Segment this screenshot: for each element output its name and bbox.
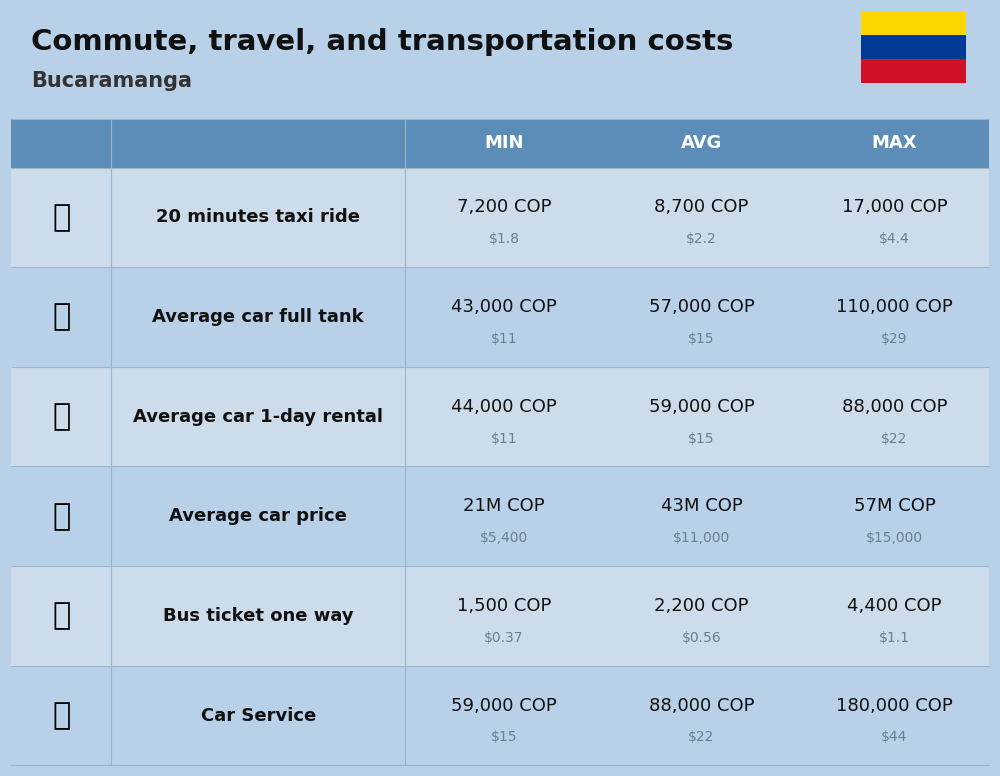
Text: $5,400: $5,400 [480,532,528,546]
FancyBboxPatch shape [861,11,966,35]
Text: Average car 1-day rental: Average car 1-day rental [133,407,383,426]
Text: Average car price: Average car price [169,508,347,525]
Text: 🚙: 🚙 [52,402,70,431]
Text: 180,000 COP: 180,000 COP [836,697,953,715]
FancyBboxPatch shape [861,35,966,59]
Text: 🚕: 🚕 [52,203,70,232]
Text: $15: $15 [688,332,715,346]
Text: 59,000 COP: 59,000 COP [451,697,557,715]
Text: $22: $22 [881,431,908,445]
Text: 1,500 COP: 1,500 COP [457,597,551,615]
Text: Average car full tank: Average car full tank [152,308,364,326]
Text: MAX: MAX [872,134,917,152]
Text: 43,000 COP: 43,000 COP [451,298,557,316]
Text: $1.1: $1.1 [879,631,910,645]
Text: $22: $22 [688,730,715,744]
FancyBboxPatch shape [861,59,966,82]
FancyBboxPatch shape [11,367,989,466]
Text: 🚌: 🚌 [52,601,70,630]
Text: 🚗: 🚗 [52,502,70,531]
Text: 88,000 COP: 88,000 COP [649,697,754,715]
Text: $1.8: $1.8 [488,232,519,246]
Text: 57M COP: 57M COP [854,497,935,515]
FancyBboxPatch shape [11,666,989,765]
Text: 88,000 COP: 88,000 COP [842,398,947,416]
Text: Bucaramanga: Bucaramanga [31,71,192,91]
FancyBboxPatch shape [11,566,989,666]
Text: $11: $11 [491,431,517,445]
Text: 4,400 COP: 4,400 COP [847,597,942,615]
Text: $0.56: $0.56 [682,631,721,645]
Text: $44: $44 [881,730,908,744]
Text: 7,200 COP: 7,200 COP [457,199,551,217]
Text: 🛢: 🛢 [52,303,70,331]
Text: 59,000 COP: 59,000 COP [649,398,754,416]
Text: $2.2: $2.2 [686,232,717,246]
Text: 2,200 COP: 2,200 COP [654,597,749,615]
Text: 17,000 COP: 17,000 COP [842,199,947,217]
FancyBboxPatch shape [11,168,989,267]
Text: 43M COP: 43M COP [661,497,742,515]
FancyBboxPatch shape [11,466,989,566]
Text: 20 minutes taxi ride: 20 minutes taxi ride [156,209,360,227]
Text: $11: $11 [491,332,517,346]
Text: 🔧: 🔧 [52,701,70,730]
Text: $29: $29 [881,332,908,346]
Text: 8,700 COP: 8,700 COP [654,199,749,217]
Text: $15: $15 [688,431,715,445]
Text: AVG: AVG [681,134,722,152]
Text: MIN: MIN [484,134,524,152]
FancyBboxPatch shape [11,119,989,168]
Text: $4.4: $4.4 [879,232,910,246]
Text: 44,000 COP: 44,000 COP [451,398,557,416]
Text: $15: $15 [491,730,517,744]
Text: $11,000: $11,000 [673,532,730,546]
Text: Car Service: Car Service [201,706,316,725]
Text: 110,000 COP: 110,000 COP [836,298,953,316]
Text: 21M COP: 21M COP [463,497,545,515]
Text: Bus ticket one way: Bus ticket one way [163,607,353,625]
Text: 57,000 COP: 57,000 COP [649,298,754,316]
FancyBboxPatch shape [11,267,989,367]
Text: Commute, travel, and transportation costs: Commute, travel, and transportation cost… [31,29,734,57]
Text: $0.37: $0.37 [484,631,524,645]
Text: $15,000: $15,000 [866,532,923,546]
